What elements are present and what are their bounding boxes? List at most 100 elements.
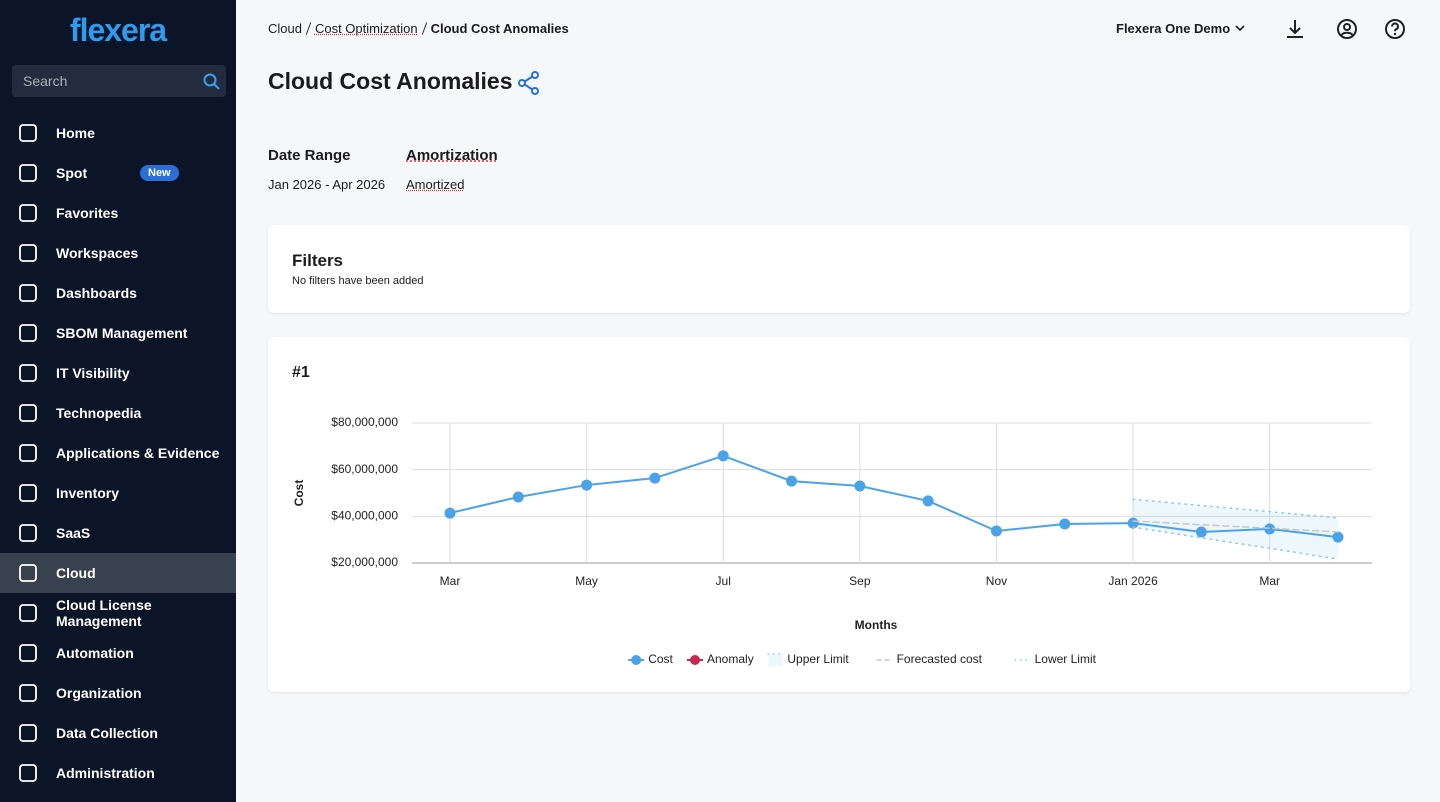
nav-icon bbox=[19, 604, 37, 622]
download-icon[interactable] bbox=[1284, 18, 1306, 40]
series-line bbox=[1132, 498, 1339, 519]
x-tick-label: Sep bbox=[849, 574, 871, 588]
data-point bbox=[1332, 531, 1344, 543]
nav-item[interactable]: SBOM Management bbox=[0, 313, 236, 353]
filters-card: Filters No filters have been added bbox=[268, 225, 1410, 313]
x-tick-label: Nov bbox=[986, 574, 1007, 588]
card-title: #1 bbox=[292, 364, 310, 381]
nav-item[interactable]: Administration bbox=[0, 753, 236, 793]
badge: New bbox=[140, 165, 179, 181]
y-tick-label: $20,000,000 bbox=[331, 555, 398, 569]
nav-icon bbox=[19, 164, 37, 182]
y-tick-label: $60,000,000 bbox=[331, 462, 398, 476]
nav-item[interactable]: Workspaces bbox=[0, 233, 236, 273]
data-point bbox=[512, 491, 524, 503]
search-placeholder: Search bbox=[23, 73, 68, 89]
data-point bbox=[990, 525, 1002, 537]
org-name: Flexera One Demo bbox=[1116, 21, 1231, 36]
search-icon bbox=[203, 73, 220, 90]
nav-item[interactable]: Automation bbox=[0, 633, 236, 673]
org-selector[interactable]: Flexera One Demo bbox=[1116, 21, 1246, 36]
sidebar: flexera Search Home Spot New Favorites Works… bbox=[0, 0, 236, 802]
nav-label: Cloud License Management bbox=[56, 597, 152, 629]
data-point bbox=[786, 475, 798, 487]
nav-icon bbox=[19, 404, 37, 422]
nav-icon bbox=[19, 724, 37, 742]
nav-item[interactable]: Home bbox=[0, 113, 236, 153]
legend-label: Anomaly bbox=[707, 652, 754, 666]
nav-item[interactable]: Spot New bbox=[0, 153, 236, 193]
nav-icon bbox=[19, 244, 37, 262]
nav-item[interactable]: Inventory bbox=[0, 473, 236, 513]
legend-label: Upper Limit bbox=[787, 652, 849, 666]
data-point bbox=[854, 480, 866, 492]
crumb[interactable]: Cloud bbox=[268, 21, 302, 36]
nav-item[interactable]: Cloud License Management bbox=[0, 593, 236, 633]
nav-label: Inventory bbox=[56, 485, 120, 501]
nav-label: Favorites bbox=[56, 205, 119, 221]
nav-label: Dashboards bbox=[56, 285, 137, 301]
legend-label: Lower Limit bbox=[1035, 652, 1097, 666]
x-axis-label: Months bbox=[855, 618, 898, 632]
breadcrumb: Cloud Cost Optimization Cloud Cost Anoma… bbox=[268, 21, 569, 36]
chart-card: #1 bbox=[268, 337, 1410, 692]
x-tick-label: May bbox=[575, 574, 598, 588]
nav-item[interactable]: IT Visibility bbox=[0, 353, 236, 393]
legend-swatch bbox=[768, 654, 783, 666]
nav-label: Home bbox=[56, 125, 95, 141]
nav-item[interactable]: Cloud bbox=[0, 553, 236, 593]
nav-label: IT Visibility bbox=[56, 365, 130, 381]
nav-item[interactable]: Organization bbox=[0, 673, 236, 713]
page-title: Cloud Cost Anomalies bbox=[268, 68, 513, 94]
y-tick-label: $80,000,000 bbox=[331, 415, 398, 429]
chevron bbox=[1235, 25, 1245, 32]
share-icon[interactable] bbox=[517, 71, 541, 95]
logo[interactable]: flexera bbox=[69, 12, 167, 48]
account-icon[interactable] bbox=[1336, 18, 1358, 40]
nav-item[interactable]: Dashboards bbox=[0, 273, 236, 313]
nav-item[interactable]: Technopedia bbox=[0, 393, 236, 433]
help-icon[interactable] bbox=[1384, 18, 1406, 40]
nav-label: Data Collection bbox=[56, 725, 158, 741]
nav-label: SaaS bbox=[56, 525, 91, 541]
nav-icon bbox=[19, 364, 37, 382]
amortization[interactable]: Amortized bbox=[406, 177, 465, 192]
nav-icon bbox=[19, 484, 37, 502]
search-box[interactable]: Search bbox=[12, 65, 226, 97]
x-tick-label: Mar bbox=[1259, 574, 1280, 588]
nav-icon bbox=[19, 764, 37, 782]
nav-label: SBOM Management bbox=[56, 325, 188, 341]
nav-label: Cloud bbox=[56, 565, 96, 581]
nav-label: Workspaces bbox=[56, 245, 139, 261]
data-point bbox=[444, 507, 456, 519]
crumb: Cloud Cost Anomalies bbox=[430, 21, 569, 36]
data-point bbox=[922, 495, 934, 507]
nav-icon bbox=[19, 524, 37, 542]
y-axis-label: Cost bbox=[292, 480, 306, 507]
nav-icon bbox=[19, 284, 37, 302]
nav-label: Spot bbox=[56, 165, 88, 181]
date-range-label: Date Range bbox=[268, 147, 351, 164]
crumb[interactable]: Cost Optimization bbox=[314, 21, 418, 36]
nav-item[interactable]: Applications & Evidence bbox=[0, 433, 236, 473]
series-line bbox=[449, 454, 1339, 539]
data-point bbox=[717, 450, 729, 462]
nav-item[interactable]: SaaS bbox=[0, 513, 236, 553]
series-line bbox=[1132, 526, 1339, 560]
nav-label: Organization bbox=[56, 685, 142, 701]
nav-item[interactable]: Favorites bbox=[0, 193, 236, 233]
filters-title: Filters bbox=[292, 251, 344, 270]
nav-icon bbox=[19, 204, 37, 222]
nav-icon bbox=[19, 684, 37, 702]
data-point bbox=[1127, 517, 1139, 529]
date-range[interactable]: Jan 2026 - Apr 2026 bbox=[268, 177, 386, 192]
legend-swatch bbox=[631, 655, 642, 665]
nav-icon bbox=[19, 444, 37, 462]
nav-item[interactable]: Data Collection bbox=[0, 713, 236, 753]
y-tick-label: $40,000,000 bbox=[331, 509, 398, 523]
legend-label: Forecasted cost bbox=[897, 652, 983, 666]
nav-icon bbox=[19, 644, 37, 662]
x-tick-label: Mar bbox=[440, 574, 461, 588]
